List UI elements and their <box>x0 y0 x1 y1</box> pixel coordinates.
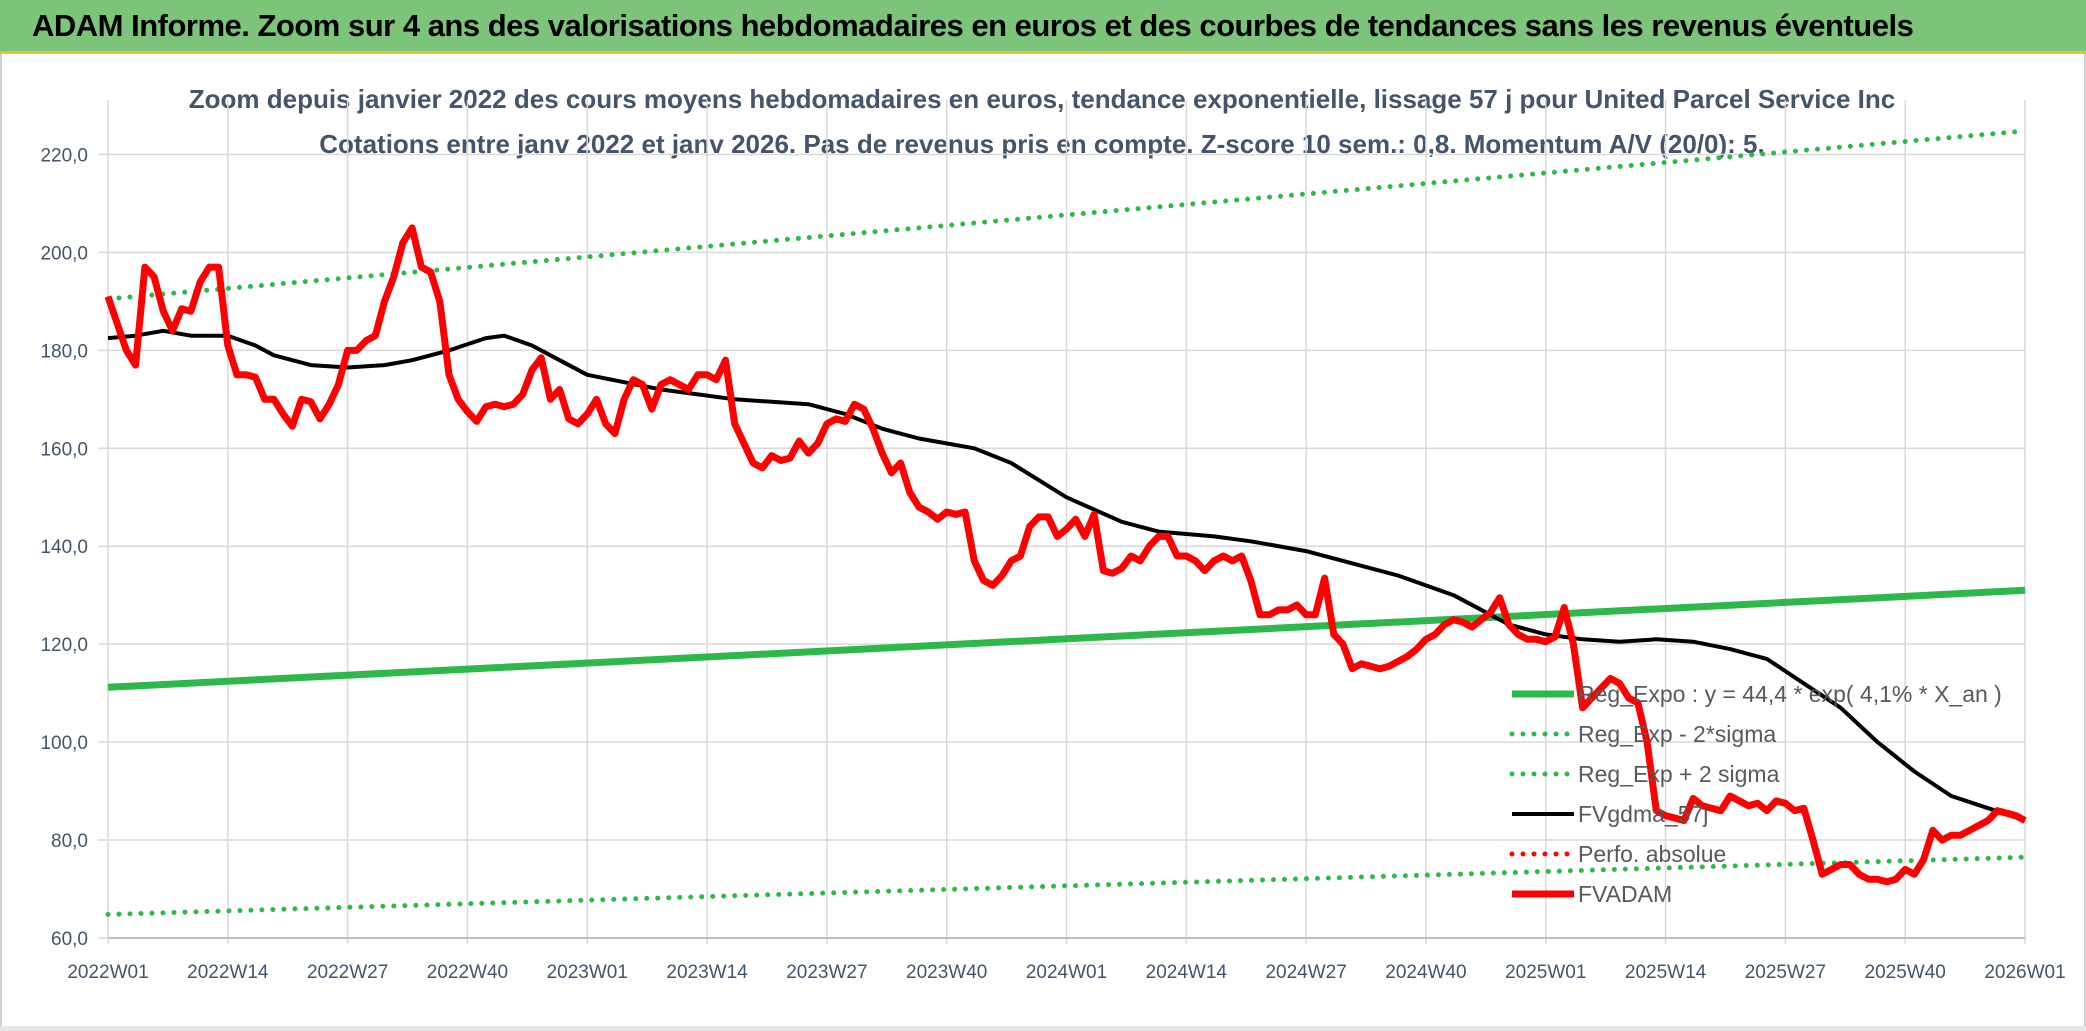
x-tick-label: 2022W40 <box>427 962 508 983</box>
y-tick-label: 60,0 <box>51 929 88 950</box>
legend-entry: Reg_Exp - 2*sigma <box>1578 721 1776 747</box>
series-line-reg-exp-2-sigma <box>105 854 2028 917</box>
x-tick-label: 2022W14 <box>187 962 269 983</box>
x-tick-label: 2022W27 <box>307 962 388 983</box>
x-tick-label: 2024W01 <box>1026 962 1107 983</box>
y-tick-label: 160,0 <box>40 439 88 460</box>
y-tick-label: 200,0 <box>40 243 88 264</box>
legend-entry: FVADAM <box>1578 881 1672 907</box>
grid <box>98 100 2026 944</box>
legend-entry: Reg_Exp + 2 sigma <box>1578 761 1780 787</box>
chart-title: Zoom depuis janvier 2022 des cours moyen… <box>189 84 1896 114</box>
x-tick-label: 2023W01 <box>547 962 628 983</box>
y-tick-label: 180,0 <box>40 341 88 362</box>
series-lines <box>104 128 2028 917</box>
series-line-fvadam <box>104 224 2027 886</box>
report-banner: ADAM Informe. Zoom sur 4 ans des valoris… <box>0 0 2086 54</box>
x-tick-label: 2024W14 <box>1146 962 1228 983</box>
x-tick-label: 2023W27 <box>786 962 867 983</box>
legend: Reg_Expo : y = 44,4 * exp( 4,1% * X_an )… <box>1509 681 2002 907</box>
x-tick-label: 2022W01 <box>67 962 148 983</box>
bottom-strip <box>0 1026 2086 1031</box>
y-tick-label: 120,0 <box>40 635 88 656</box>
legend-entry: Reg_Expo : y = 44,4 * exp( 4,1% * X_an ) <box>1578 681 2002 707</box>
x-tick-label: 2025W40 <box>1865 962 1946 983</box>
x-tick-label: 2025W27 <box>1745 962 1826 983</box>
x-tick-label: 2023W40 <box>906 962 987 983</box>
y-tick-label: 100,0 <box>40 733 88 754</box>
y-tick-label: 140,0 <box>40 537 88 558</box>
y-tick-label: 220,0 <box>40 145 88 166</box>
legend-entry: Perfo. absolue <box>1578 841 1726 867</box>
x-tick-label: 2024W40 <box>1385 962 1466 983</box>
series-line-reg-expo-y-44-4-exp-4-1-x-an <box>107 586 2026 691</box>
x-tick-label: 2025W14 <box>1625 962 1707 983</box>
y-tick-label: 80,0 <box>51 831 88 852</box>
series-line-fvgdma-57j <box>107 328 2026 823</box>
x-tick-label: 2025W01 <box>1505 962 1586 983</box>
axes: 60,0 80,0 100,0 120,0 140,0 160,0 180,0 200,0 22… <box>40 145 2065 983</box>
legend-entry: FVgdma_57j <box>1578 801 1708 827</box>
x-tick-label: 2024W27 <box>1265 962 1346 983</box>
x-tick-label: 2023W14 <box>666 962 748 983</box>
report-title: ADAM Informe. Zoom sur 4 ans des valoris… <box>32 8 1914 43</box>
x-tick-label: 2026W01 <box>1984 962 2065 983</box>
